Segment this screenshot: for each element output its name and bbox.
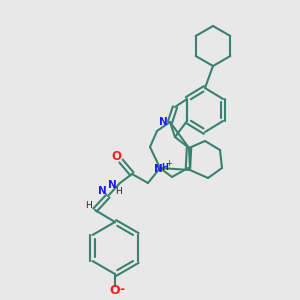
Text: H: H <box>116 187 122 196</box>
Text: N: N <box>98 186 106 196</box>
Text: -: - <box>119 283 124 296</box>
Text: N: N <box>108 180 116 190</box>
Text: +: + <box>166 160 172 169</box>
Text: H: H <box>162 163 168 172</box>
Text: N: N <box>154 164 162 174</box>
Text: H: H <box>85 202 92 211</box>
Text: O: O <box>110 284 120 298</box>
Text: O: O <box>111 151 121 164</box>
Text: N: N <box>159 117 167 127</box>
